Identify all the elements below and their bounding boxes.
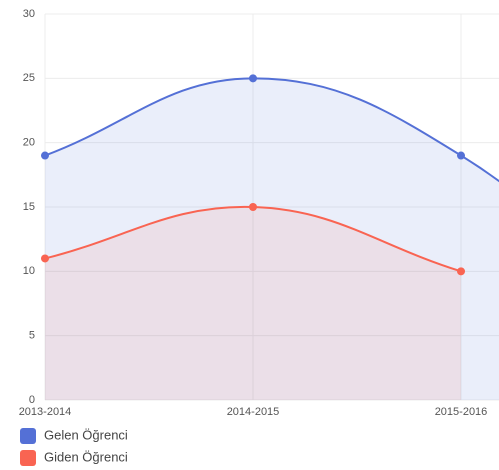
- y-tick-label: 20: [23, 137, 35, 149]
- y-tick-label: 10: [23, 265, 35, 277]
- y-tick-label: 15: [23, 201, 35, 213]
- legend-label: Giden Öğrenci: [44, 449, 128, 464]
- legend: Gelen Öğrenci Giden Öğrenci: [20, 427, 128, 466]
- legend-swatch: [20, 450, 36, 466]
- y-tick-label: 30: [23, 8, 35, 20]
- legend-swatch: [20, 428, 36, 444]
- area: [45, 78, 499, 400]
- point: [41, 151, 49, 160]
- y-tick-label: 5: [29, 330, 35, 342]
- point: [41, 254, 49, 263]
- y-tick-label: 0: [29, 394, 35, 406]
- point: [457, 267, 465, 276]
- legend-label: Gelen Öğrenci: [44, 427, 128, 442]
- x-tick-label: 2015-2016: [435, 406, 488, 418]
- point: [457, 151, 465, 160]
- x-tick-label: 2014-2015: [227, 406, 280, 418]
- y-tick-label: 25: [23, 72, 35, 84]
- line: [44, 77, 499, 183]
- point: [249, 74, 257, 83]
- point: [249, 203, 257, 211]
- x-tick-label: 2013-2014: [19, 406, 72, 418]
- area: [45, 206, 461, 400]
